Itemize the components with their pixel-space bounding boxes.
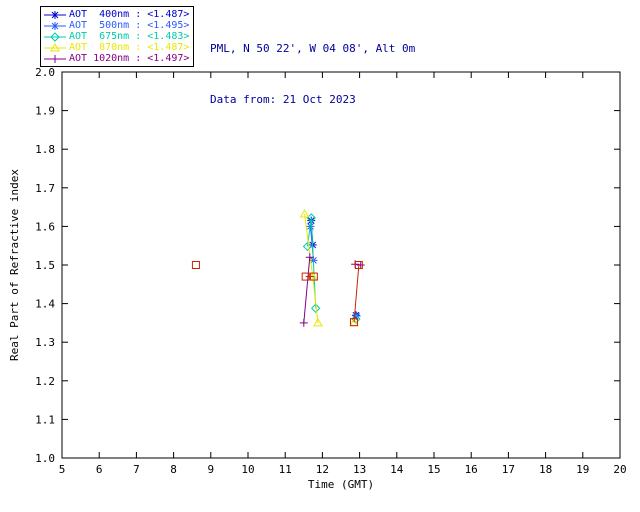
- data-point: [301, 272, 310, 281]
- x-tick-label: 19: [576, 463, 589, 476]
- legend-label: AOT 675nm : <1.483>: [69, 31, 190, 42]
- y-tick-label: 1.0: [35, 452, 55, 465]
- x-tick-label: 10: [241, 463, 254, 476]
- x-axis-label: Time (GMT): [308, 478, 374, 491]
- x-tick-label: 6: [96, 463, 103, 476]
- y-tick-label: 1.5: [35, 259, 55, 272]
- legend-marker-sample: [44, 21, 66, 30]
- header: PML, N 50 22', W 04 08', Alt 0m Data fro…: [210, 6, 415, 142]
- data-point: [309, 272, 318, 281]
- x-tick-label: 9: [207, 463, 214, 476]
- data-point: [50, 31, 60, 42]
- legend-item: AOT 870nm : <1.487>: [43, 42, 189, 53]
- x-tick-label: 18: [539, 463, 552, 476]
- station-info: PML, N 50 22', W 04 08', Alt 0m: [210, 42, 416, 55]
- data-point: [354, 261, 363, 269]
- x-tick-label: 12: [316, 463, 329, 476]
- series-line: [307, 217, 317, 309]
- data-point: [299, 209, 310, 218]
- y-tick-label: 1.7: [35, 182, 55, 195]
- legend-item: AOT 1020nm : <1.497>: [43, 53, 189, 64]
- x-tick-label: 11: [279, 463, 292, 476]
- x-tick-label: 17: [502, 463, 515, 476]
- y-tick-label: 2.0: [35, 66, 55, 79]
- legend-item: AOT 500nm : <1.495>: [43, 20, 189, 31]
- y-tick-label: 1.6: [35, 220, 55, 233]
- data-point: [310, 303, 321, 313]
- plot-frame: [61, 71, 621, 459]
- x-tick-label: 16: [465, 463, 478, 476]
- data-point: [350, 318, 359, 327]
- data-point: [313, 317, 323, 327]
- legend-marker-sample: [44, 42, 66, 51]
- legend-label: AOT 500nm : <1.495>: [69, 20, 190, 31]
- legend-label: AOT 400nm : <1.487>: [69, 9, 190, 20]
- x-tick-label: 7: [133, 463, 140, 476]
- series-line: [353, 264, 360, 323]
- x-tick-label: 20: [613, 463, 626, 476]
- y-tick-label: 1.2: [35, 375, 55, 388]
- data-point: [50, 42, 60, 51]
- y-tick-label: 1.4: [35, 298, 55, 311]
- data-date: Data from: 21 Oct 2023: [210, 93, 356, 106]
- x-tick-label: 15: [427, 463, 440, 476]
- legend-marker-sample: [44, 10, 66, 19]
- x-tick-label: 14: [390, 463, 404, 476]
- y-axis-label: Real Part of Refractive index: [8, 169, 21, 361]
- data-point: [191, 261, 200, 269]
- y-tick-label: 1.9: [35, 105, 55, 118]
- legend-item: AOT 400nm : <1.487>: [43, 9, 189, 20]
- series-line: [303, 257, 311, 323]
- legend-marker-sample: [44, 54, 66, 63]
- legend-box: AOT 400nm : <1.487> AOT 500nm : <1.495> AO…: [40, 6, 195, 67]
- y-tick-label: 1.8: [35, 143, 55, 156]
- legend-item: AOT 675nm : <1.483>: [43, 31, 189, 42]
- data-point: [302, 241, 313, 252]
- legend-label: AOT 870nm : <1.487>: [69, 42, 190, 53]
- legend-marker-sample: [44, 31, 66, 42]
- legend-label: AOT 1020nm : <1.497>: [69, 53, 190, 64]
- x-tick-label: 13: [353, 463, 366, 476]
- x-tick-label: 5: [59, 463, 66, 476]
- y-tick-label: 1.3: [35, 336, 55, 349]
- x-tick-label: 8: [170, 463, 177, 476]
- y-tick-label: 1.1: [35, 413, 55, 426]
